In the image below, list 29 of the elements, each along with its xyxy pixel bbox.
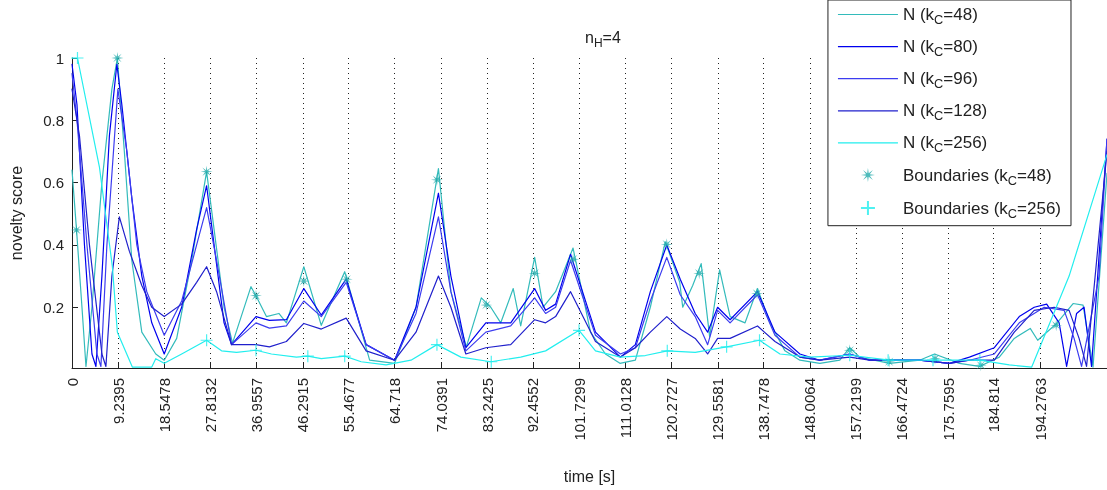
- x-tick-label: 74.0391: [432, 378, 450, 433]
- x-tick-label: 138.7478: [755, 378, 773, 441]
- x-tick-label: 101.7299: [570, 378, 588, 441]
- x-axis-title: time [s]: [563, 467, 616, 485]
- x-tick-label: 83.2425: [478, 378, 496, 433]
- x-tick-label: 64.718: [386, 378, 404, 424]
- x-tick-label: 194.2763: [1032, 378, 1050, 441]
- x-tick-label: 175.7595: [939, 378, 957, 441]
- x-tick-label: 148.0064: [801, 378, 819, 441]
- y-tick-label: 0.6: [43, 174, 64, 192]
- y-tick-label: 1: [55, 49, 64, 67]
- y-tick-label: 0.8: [43, 111, 64, 129]
- x-tick-label: 157.2199: [847, 378, 865, 441]
- y-axis-title: novelty score: [7, 165, 25, 261]
- x-tick-label: 111.0128: [616, 378, 634, 439]
- x-tick-label: 46.2915: [294, 378, 312, 433]
- x-tick-label: 55.4677: [340, 378, 358, 433]
- x-tick-label: 36.9557: [247, 378, 265, 433]
- y-tick-label: 0.2: [43, 298, 64, 316]
- y-tick-label: 0.4: [43, 236, 64, 254]
- x-tick-label: 27.8132: [202, 378, 220, 433]
- x-tick-label: 0: [63, 378, 81, 387]
- x-tick-label: 18.5478: [155, 378, 173, 433]
- x-tick-label: 120.2727: [663, 378, 681, 441]
- x-tick-label: 92.4552: [524, 378, 542, 433]
- x-tick-label: 129.5581: [709, 378, 727, 441]
- x-tick-label: 184.814: [984, 378, 1002, 433]
- x-tick-label: 166.4724: [893, 378, 911, 441]
- x-tick-label: 9.2395: [109, 378, 127, 424]
